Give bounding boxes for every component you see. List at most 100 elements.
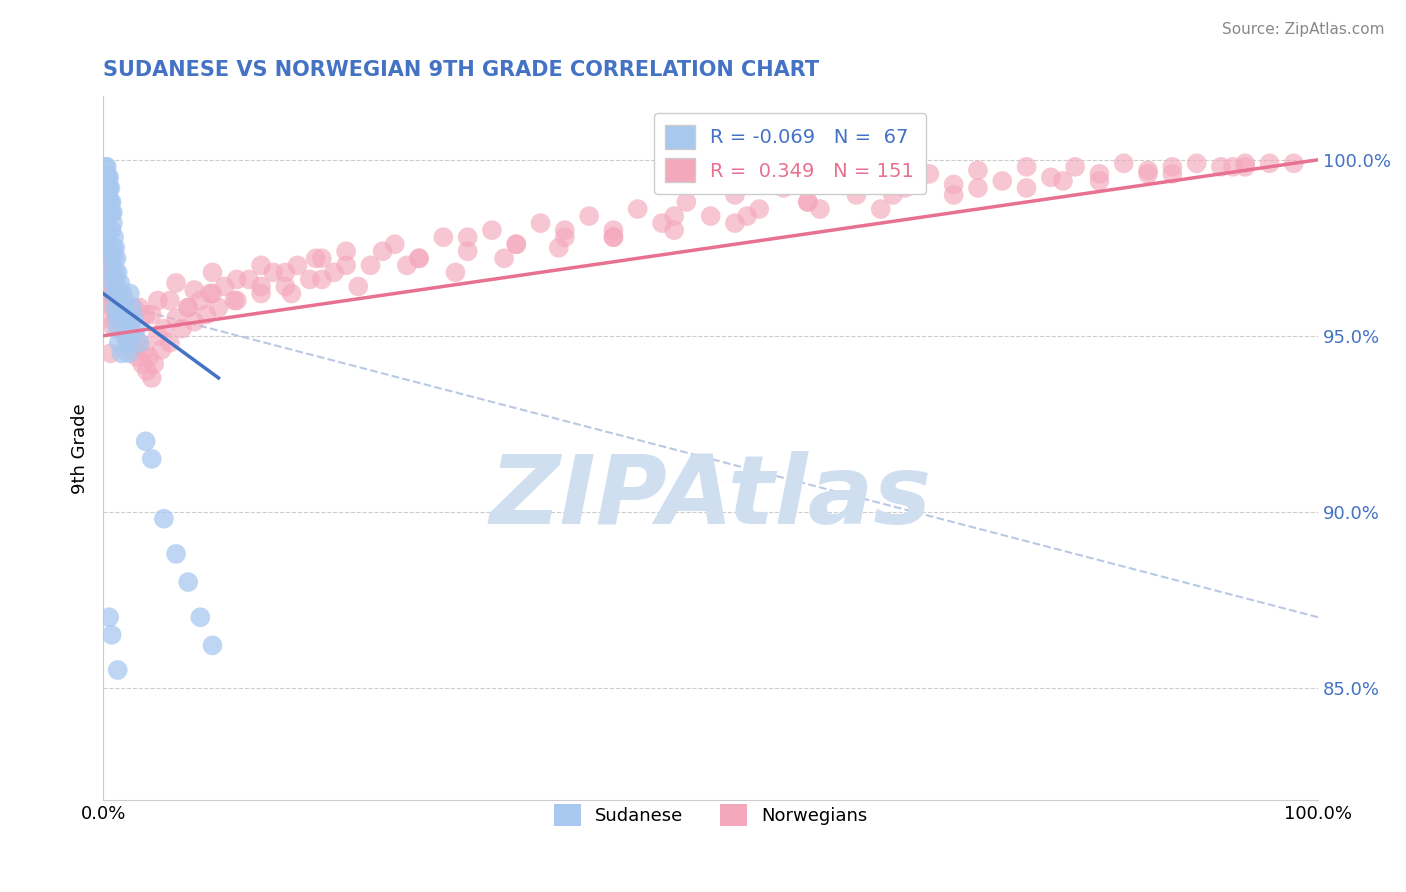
Point bbox=[112, 308, 135, 322]
Point bbox=[183, 315, 205, 329]
Point bbox=[201, 265, 224, 279]
Point bbox=[110, 311, 132, 326]
Point bbox=[100, 265, 122, 279]
Point bbox=[135, 364, 157, 378]
Point bbox=[114, 293, 136, 308]
Point bbox=[128, 335, 150, 350]
Point bbox=[1258, 156, 1281, 170]
Point bbox=[505, 237, 527, 252]
Point bbox=[117, 346, 139, 360]
Point bbox=[94, 160, 117, 174]
Point bbox=[554, 230, 576, 244]
Point bbox=[894, 181, 917, 195]
Point bbox=[481, 223, 503, 237]
Point bbox=[250, 279, 273, 293]
Legend: Sudanese, Norwegians: Sudanese, Norwegians bbox=[547, 797, 875, 833]
Point bbox=[1015, 181, 1038, 195]
Point bbox=[311, 252, 333, 266]
Point bbox=[505, 237, 527, 252]
Point bbox=[1039, 170, 1062, 185]
Point bbox=[146, 293, 169, 308]
Point bbox=[111, 301, 134, 315]
Point bbox=[195, 308, 218, 322]
Point bbox=[135, 434, 157, 449]
Point bbox=[100, 194, 122, 209]
Point bbox=[444, 265, 467, 279]
Point bbox=[159, 335, 181, 350]
Point bbox=[664, 223, 686, 237]
Point bbox=[408, 252, 430, 266]
Point bbox=[1209, 160, 1232, 174]
Point bbox=[869, 170, 891, 185]
Point bbox=[627, 202, 650, 216]
Point bbox=[554, 223, 576, 237]
Point bbox=[118, 328, 141, 343]
Point bbox=[111, 286, 134, 301]
Point bbox=[198, 286, 221, 301]
Point bbox=[183, 283, 205, 297]
Point bbox=[98, 293, 121, 308]
Point bbox=[94, 265, 117, 279]
Point bbox=[100, 205, 122, 219]
Point bbox=[298, 272, 321, 286]
Point bbox=[108, 311, 131, 326]
Point bbox=[134, 343, 156, 357]
Point bbox=[224, 293, 246, 308]
Point bbox=[602, 230, 624, 244]
Point bbox=[104, 265, 127, 279]
Point bbox=[335, 258, 357, 272]
Point bbox=[408, 252, 430, 266]
Point bbox=[1052, 174, 1074, 188]
Point bbox=[602, 230, 624, 244]
Point bbox=[96, 241, 118, 255]
Point bbox=[101, 276, 124, 290]
Point bbox=[103, 230, 125, 244]
Point bbox=[280, 286, 302, 301]
Point bbox=[250, 258, 273, 272]
Point bbox=[165, 547, 187, 561]
Point bbox=[101, 272, 124, 286]
Point bbox=[797, 194, 820, 209]
Point bbox=[141, 308, 163, 322]
Point bbox=[104, 301, 127, 315]
Point bbox=[125, 321, 148, 335]
Point bbox=[100, 223, 122, 237]
Point bbox=[98, 170, 121, 185]
Point bbox=[201, 639, 224, 653]
Point bbox=[188, 293, 211, 308]
Point bbox=[128, 301, 150, 315]
Point bbox=[578, 209, 600, 223]
Point bbox=[101, 205, 124, 219]
Point bbox=[108, 293, 131, 308]
Point bbox=[105, 252, 128, 266]
Point bbox=[101, 216, 124, 230]
Point bbox=[287, 258, 309, 272]
Point bbox=[110, 301, 132, 315]
Point bbox=[100, 318, 122, 333]
Point bbox=[274, 265, 297, 279]
Point bbox=[602, 223, 624, 237]
Point bbox=[121, 343, 143, 357]
Point bbox=[108, 301, 131, 315]
Point bbox=[967, 181, 990, 195]
Point bbox=[225, 293, 247, 308]
Point bbox=[735, 209, 758, 223]
Point bbox=[96, 170, 118, 185]
Point bbox=[153, 321, 176, 335]
Point bbox=[103, 252, 125, 266]
Text: Source: ZipAtlas.com: Source: ZipAtlas.com bbox=[1222, 22, 1385, 37]
Point bbox=[117, 335, 139, 350]
Point bbox=[165, 311, 187, 326]
Point bbox=[93, 188, 115, 202]
Point bbox=[141, 371, 163, 385]
Point bbox=[124, 328, 146, 343]
Point bbox=[1222, 160, 1244, 174]
Point bbox=[724, 188, 747, 202]
Point bbox=[1088, 174, 1111, 188]
Point bbox=[214, 279, 236, 293]
Point bbox=[100, 628, 122, 642]
Point bbox=[111, 321, 134, 335]
Point bbox=[107, 321, 129, 335]
Point bbox=[808, 202, 831, 216]
Point bbox=[114, 311, 136, 326]
